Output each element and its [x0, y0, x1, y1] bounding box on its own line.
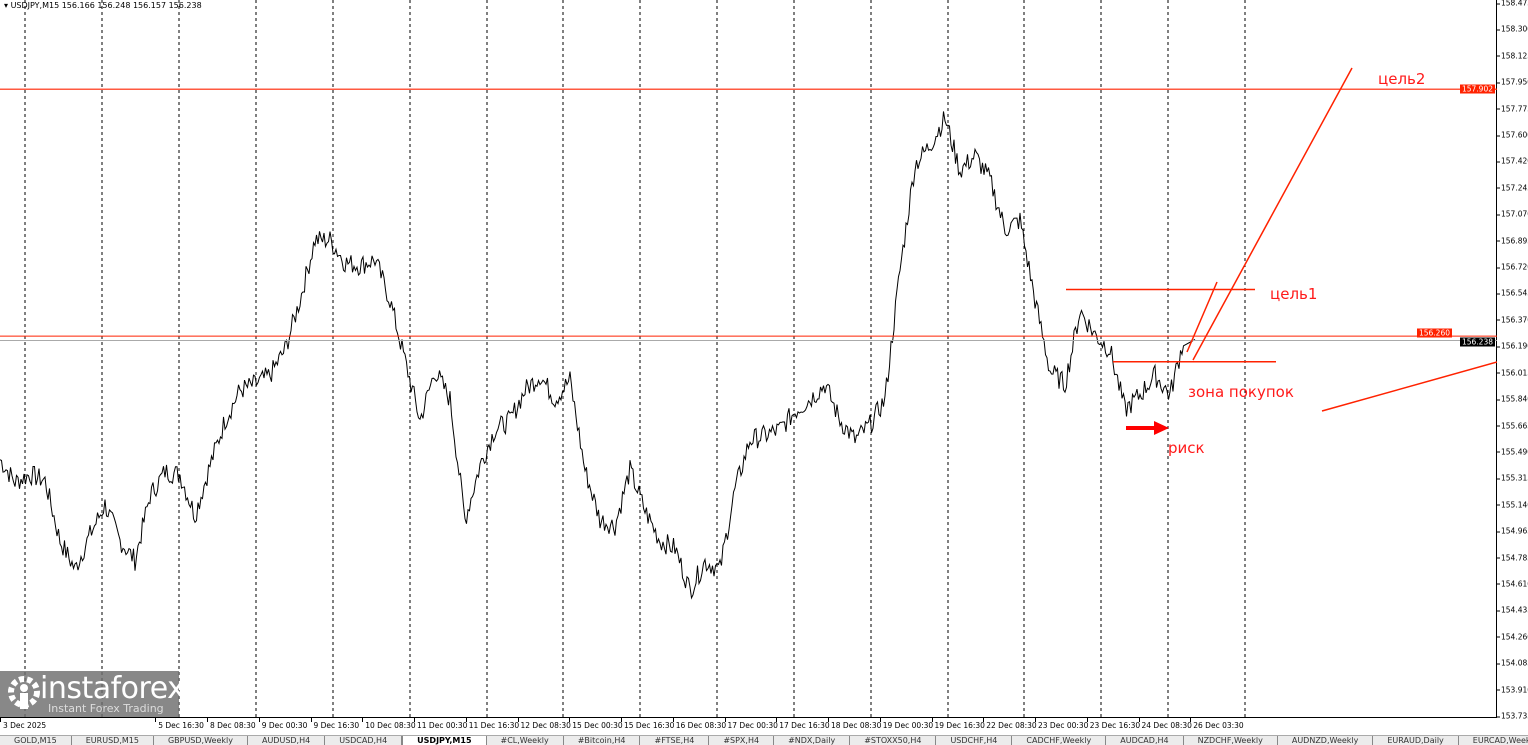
- x-tick-label: 26 Dec 03:30: [1190, 718, 1244, 730]
- tab-nzdchf-weekly[interactable]: NZDCHF,Weekly: [1184, 736, 1278, 745]
- tab-audusd-h4[interactable]: AUDUSD,H4: [248, 736, 326, 745]
- x-tick-label: 8 Dec 08:30: [207, 718, 256, 730]
- instaforex-logo: instaforex Instant Forex Trading: [0, 671, 185, 717]
- tab--ftse-h4[interactable]: #FTSE,H4: [640, 736, 710, 745]
- y-tick-label: 155.665: [1496, 421, 1528, 430]
- y-tick-label: 157.245: [1496, 183, 1528, 192]
- y-tick-label: 156.545: [1496, 289, 1528, 298]
- y-tick-label: 154.785: [1496, 553, 1528, 562]
- gear-person-icon: [8, 676, 40, 709]
- y-tick-label: 157.600: [1496, 131, 1528, 140]
- y-tick-label: 155.840: [1496, 395, 1528, 404]
- y-tick-label: 155.315: [1496, 474, 1528, 483]
- tab--bitcoin-h4[interactable]: #Bitcoin,H4: [564, 736, 641, 745]
- y-tick-label: 153.735: [1496, 712, 1528, 721]
- x-tick-label: 11 Dec 00:30: [413, 718, 468, 730]
- price-axis[interactable]: 158.475 158.300 158.125 157.950 157.775 157.6…: [1496, 0, 1528, 721]
- y-tick-label: 154.435: [1496, 606, 1528, 615]
- annotation-target2: цель2: [1378, 70, 1426, 88]
- trend-line-target2: [1192, 67, 1353, 361]
- tab-eurusd-m15[interactable]: EURUSD,M15: [72, 736, 154, 745]
- y-tick-label: 158.300: [1496, 25, 1528, 34]
- y-tick-label: 155.140: [1496, 500, 1528, 509]
- tab-gold-m15[interactable]: GOLD,M15: [0, 736, 72, 745]
- red-level-price-label: 156.260: [1416, 328, 1452, 338]
- tab-audnzd-weekly[interactable]: AUDNZD,Weekly: [1278, 736, 1374, 745]
- tab--spx-h4[interactable]: #SPX,H4: [709, 736, 775, 745]
- trend-line-lower: [1321, 361, 1497, 412]
- x-tick-label: 12 Dec 08:30: [517, 718, 571, 730]
- x-tick-label: 17 Dec 00:30: [724, 718, 778, 730]
- x-tick-label: 15 Dec 00:30: [569, 718, 623, 730]
- price-line: [0, 111, 1196, 600]
- target2-price-label: 157.902: [1459, 84, 1495, 94]
- x-tick-label: 23 Dec 16:30: [1086, 718, 1141, 730]
- tab-audcad-h4[interactable]: AUDCAD,H4: [1106, 736, 1184, 745]
- y-tick-label: 154.610: [1496, 579, 1528, 588]
- y-tick-label: 156.190: [1496, 342, 1528, 351]
- tab-usdcad-h4[interactable]: USDCAD,H4: [325, 736, 403, 745]
- x-tick-label: 16 Dec 08:30: [672, 718, 727, 730]
- y-tick-label: 157.420: [1496, 157, 1528, 166]
- chart-header: ▾ USDJPY,M15 156.166 156.248 156.157 156…: [4, 1, 202, 10]
- bid-price-label: 156.238: [1459, 337, 1495, 347]
- y-tick-label: 153.910: [1496, 685, 1528, 694]
- logo-name: instaforex: [40, 671, 185, 706]
- y-tick-label: 157.775: [1496, 104, 1528, 113]
- time-axis[interactable]: 3 Dec 2025 5 Dec 16:30 8 Dec 08:30 9 Dec 00…: [0, 718, 1497, 734]
- y-tick-label: 157.950: [1496, 78, 1528, 87]
- triangle-down-icon[interactable]: ▾: [4, 1, 9, 10]
- y-tick-label: 158.125: [1496, 51, 1528, 60]
- chart-tabs: GOLD,M15 EURUSD,M15 GBPUSD,Weekly AUDUSD,H4…: [0, 735, 1528, 745]
- symbol-header: USDJPY,M15 156.166 156.248 156.157 156.2…: [10, 1, 202, 10]
- tab--cl-weekly[interactable]: #CL,Weekly: [487, 736, 564, 745]
- x-tick-label: 3 Dec 2025: [0, 718, 47, 730]
- annotation-buy-zone: зона покупок: [1188, 383, 1294, 401]
- chart-area[interactable]: ▾ USDJPY,M15 156.166 156.248 156.157 156…: [0, 0, 1497, 718]
- x-tick-label: 18 Dec 08:30: [827, 718, 882, 730]
- tab-gbpusd-weekly[interactable]: GBPUSD,Weekly: [154, 736, 248, 745]
- y-tick-label: 156.370: [1496, 315, 1528, 324]
- x-tick-label: 19 Dec 16:30: [931, 718, 985, 730]
- x-tick-label: 9 Dec 00:30: [258, 718, 308, 730]
- x-tick-label: 5 Dec 16:30: [155, 718, 204, 730]
- x-tick-label: 17 Dec 16:30: [776, 718, 830, 730]
- x-tick-label: 10 Dec 08:30: [362, 718, 416, 730]
- x-tick-label: 22 Dec 08:30: [983, 718, 1037, 730]
- x-tick-label: 11 Dec 16:30: [465, 718, 520, 730]
- tab--ndx-daily[interactable]: #NDX,Daily: [774, 736, 851, 745]
- annotation-risk: риск: [1168, 439, 1205, 457]
- y-tick-label: 156.015: [1496, 368, 1528, 377]
- annotation-target1: цель1: [1270, 285, 1318, 303]
- y-tick-label: 156.720: [1496, 263, 1528, 272]
- y-tick-label: 157.070: [1496, 210, 1528, 219]
- tab-usdchf-h4[interactable]: USDCHF,H4: [936, 736, 1013, 745]
- trend-line-target1: [1186, 281, 1218, 353]
- price-chart[interactable]: [0, 0, 1497, 718]
- x-tick-label: 9 Dec 16:30: [310, 718, 360, 730]
- logo-tagline: Instant Forex Trading: [48, 702, 164, 715]
- tab-cadchf-weekly[interactable]: CADCHF,Weekly: [1012, 736, 1107, 745]
- x-tick-label: 23 Dec 00:30: [1034, 718, 1089, 730]
- x-tick-label: 24 Dec 08:30: [1138, 718, 1192, 730]
- tab-usdjpy-m15[interactable]: USDJPY,M15: [402, 736, 487, 745]
- x-tick-label: 15 Dec 16:30: [620, 718, 675, 730]
- tab-euraud-daily[interactable]: EURAUD,Daily: [1373, 736, 1459, 745]
- tab--stoxx50-h4[interactable]: #STOXX50,H4: [850, 736, 937, 745]
- tab-eurcad-weekly[interactable]: EURCAD,Weekly: [1459, 736, 1528, 745]
- y-tick-label: 156.895: [1496, 236, 1528, 245]
- x-tick-label: 19 Dec 00:30: [879, 718, 934, 730]
- y-tick-label: 154.260: [1496, 632, 1528, 641]
- y-tick-label: 155.490: [1496, 447, 1528, 456]
- y-tick-label: 154.085: [1496, 659, 1528, 668]
- y-tick-label: 154.965: [1496, 527, 1528, 536]
- y-tick-label: 158.475: [1496, 0, 1528, 8]
- risk-arrow-icon: [1154, 421, 1169, 435]
